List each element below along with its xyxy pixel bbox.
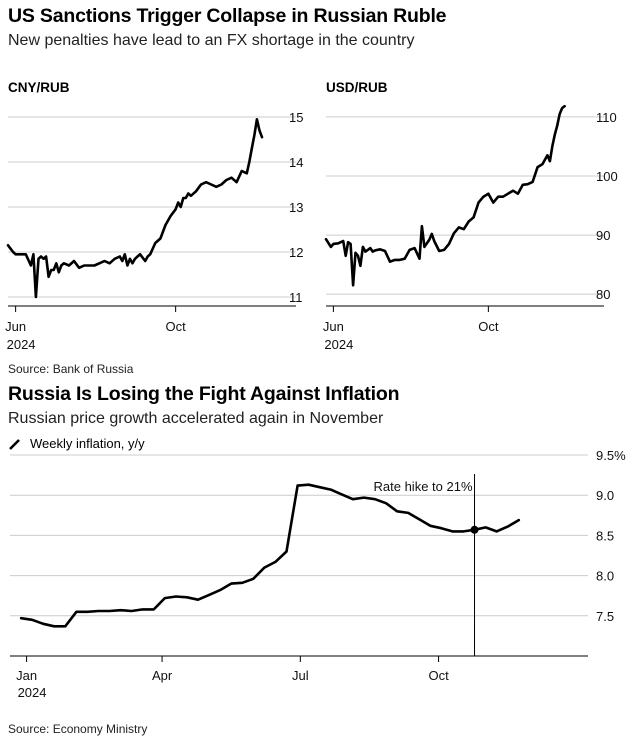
cny-x-tick-label: Oct [166, 319, 187, 334]
inflation-chart-title: Russia Is Losing the Fight Against Infla… [8, 383, 400, 405]
cny-y-tick-label: 14 [289, 155, 303, 170]
inflation-source-note: Source: Economy Ministry [8, 722, 148, 736]
inflation-chart-group: 9.5% 9.0 8.5 8.0 7.5 Jan Apr Jul Oct 2024 Rate hik… [10, 448, 626, 700]
ruble-chart-title: US Sanctions Trigger Collapse in Russian… [8, 5, 447, 27]
usd-rub-panel-label: USD/RUB [326, 80, 388, 95]
usd-y-tick-label: 80 [596, 287, 610, 302]
cny-series-line [6, 118, 264, 299]
inflation-chart-subtitle: Russian price growth accelerated again i… [8, 410, 384, 427]
usd-x-tick-label: Jun [323, 319, 344, 334]
inflation-x-tick-label: Apr [152, 668, 173, 683]
usd-year-label: 2024 [324, 337, 353, 352]
usd-y-tick-label: 90 [596, 228, 610, 243]
inflation-y-tick-label: 9.5% [596, 448, 626, 463]
cny-year-label: 2024 [7, 337, 36, 352]
cny-rub-panel-label: CNY/RUB [8, 80, 70, 95]
usd-chart-group: 110 100 90 80 Jun Oct 2024 [323, 104, 618, 352]
inflation-series-line [19, 483, 521, 628]
inflation-y-tick-label: 8.5 [596, 528, 614, 543]
inflation-legend: Weekly inflation, y/y [8, 436, 145, 451]
inflation-x-tick-label: Jul [292, 668, 309, 683]
inflation-y-tick-label: 8.0 [596, 569, 614, 584]
inflation-year-label: 2024 [18, 685, 47, 700]
cny-chart-group: 15 14 13 12 11 Jun Oct 2024 [5, 110, 303, 352]
cny-y-tick-label: 13 [289, 200, 303, 215]
usd-y-tick-label: 100 [596, 169, 618, 184]
cny-y-tick-label: 15 [289, 110, 303, 125]
usd-y-tick-label: 110 [596, 110, 617, 125]
inflation-y-tick-label: 7.5 [596, 609, 614, 624]
inflation-annotation-label: Rate hike to 21% [374, 479, 473, 494]
usd-series-line [324, 104, 566, 287]
ruble-chart-subtitle: New penalties have lead to an FX shortag… [8, 32, 415, 49]
legend-line-icon [8, 437, 22, 451]
usd-x-tick-label: Oct [478, 319, 499, 334]
legend-label: Weekly inflation, y/y [30, 436, 145, 451]
cny-y-tick-label: 12 [289, 245, 303, 260]
cny-y-tick-label: 11 [289, 290, 303, 305]
cny-x-tick-label: Jun [5, 319, 26, 334]
ruble-source-note: Source: Bank of Russia [8, 362, 134, 376]
inflation-x-tick-label: Oct [428, 668, 449, 683]
inflation-y-tick-label: 9.0 [596, 488, 614, 503]
inflation-x-tick-label: Jan [16, 668, 37, 683]
